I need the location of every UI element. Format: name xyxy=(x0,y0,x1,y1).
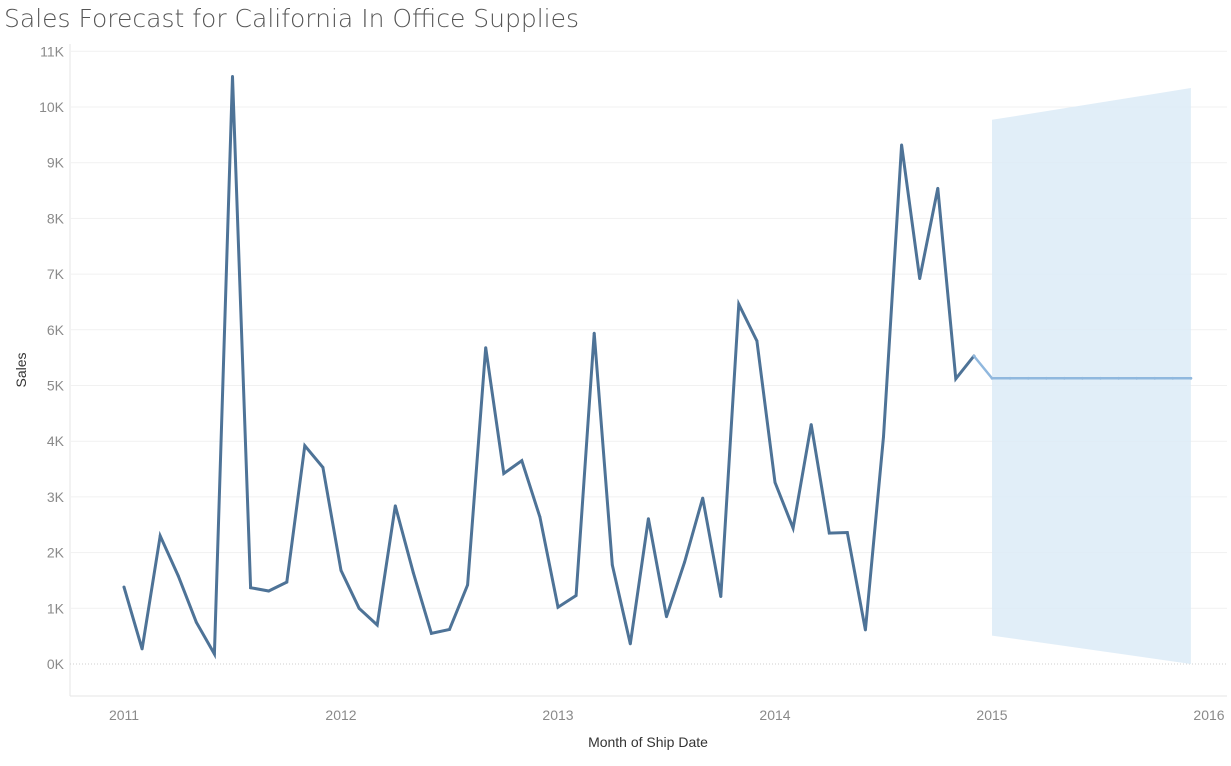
actual-data-point xyxy=(339,569,343,572)
actual-data-point xyxy=(484,346,488,349)
forecast-data-point xyxy=(1171,376,1175,380)
y-tick-label: 8K xyxy=(47,210,65,226)
actual-data-point xyxy=(665,615,668,619)
forecast-band-area xyxy=(992,88,1191,664)
actual-data-point xyxy=(249,586,253,590)
actual-data-point xyxy=(321,466,325,469)
actual-data-point xyxy=(954,377,958,381)
forecast-band xyxy=(992,88,1191,664)
actual-data-point xyxy=(936,186,940,190)
actual-data-point xyxy=(827,531,831,535)
actual-data-point xyxy=(918,277,922,280)
actual-data-point xyxy=(809,423,813,426)
forecast-data-point xyxy=(1099,376,1102,380)
data-points xyxy=(122,75,1193,656)
x-tick-label: 2015 xyxy=(976,707,1007,723)
actual-data-point xyxy=(158,534,162,538)
actual-data-point xyxy=(231,75,234,78)
y-tick-label: 1K xyxy=(47,600,65,616)
actual-data-point xyxy=(864,628,867,632)
forecast-data-point xyxy=(1044,376,1048,380)
actual-data-point xyxy=(610,563,614,567)
x-tick-label: 2011 xyxy=(109,707,139,723)
actual-data-point xyxy=(285,580,289,584)
y-axis-title: Sales xyxy=(13,352,29,387)
y-tick-label: 3K xyxy=(47,489,65,505)
actual-data-point xyxy=(466,583,469,587)
actual-data-point xyxy=(900,143,903,147)
actual-data-point xyxy=(122,585,126,589)
forecast-data-point xyxy=(990,376,994,380)
actual-data-point xyxy=(755,339,759,343)
actual-data-point xyxy=(719,595,723,598)
actual-data-point xyxy=(176,574,180,578)
forecast-data-point xyxy=(1008,376,1012,380)
actual-data-point xyxy=(791,526,795,530)
actual-data-point xyxy=(303,444,307,448)
actual-data-point xyxy=(357,606,361,610)
x-axis-ticks: 2011 2012 2013 2014 2015 2016 xyxy=(109,707,1225,723)
actual-data-point xyxy=(773,481,777,484)
forecast-data-point xyxy=(1117,376,1120,380)
chart-title: Sales Forecast for California In Office … xyxy=(4,4,580,33)
forecast-data-point xyxy=(1081,376,1084,380)
forecast-data-point xyxy=(1026,376,1030,380)
actual-data-point xyxy=(556,605,560,609)
y-tick-label: 7K xyxy=(47,266,65,282)
actual-data-point xyxy=(267,589,271,593)
actual-series-line xyxy=(122,76,976,660)
x-tick-label: 2016 xyxy=(1193,707,1224,723)
actual-data-point xyxy=(411,571,415,575)
actual-data-point xyxy=(538,515,542,519)
actual-data-point xyxy=(502,472,506,475)
actual-data-point xyxy=(882,435,885,439)
forecast-data-point xyxy=(1153,376,1157,380)
forecast-data-point xyxy=(972,354,976,358)
actual-data-point xyxy=(701,496,705,500)
plot-frame xyxy=(69,44,1227,697)
y-tick-label: 11K xyxy=(40,43,65,59)
x-tick-label: 2013 xyxy=(542,707,573,723)
forecast-data-point xyxy=(1189,376,1193,380)
y-tick-label: 10K xyxy=(39,99,65,115)
actual-data-point xyxy=(683,560,686,564)
y-tick-label: 5K xyxy=(47,378,65,394)
y-tick-label: 0K xyxy=(47,656,65,672)
actual-data-point xyxy=(845,531,849,534)
actual-data-point xyxy=(592,331,596,335)
y-axis-ticks: 0K 1K 2K 3K 4K 5K 6K 7K 8K 9K 10K 11K xyxy=(39,43,65,672)
actual-data-point xyxy=(375,623,379,627)
x-axis-title: Month of Ship Date xyxy=(588,734,708,750)
y-tick-label: 4K xyxy=(47,433,65,449)
actual-data-point xyxy=(574,594,578,597)
y-tick-label: 2K xyxy=(47,545,65,561)
actual-data-point xyxy=(628,642,632,646)
actual-data-point xyxy=(520,459,524,463)
forecast-data-point xyxy=(1062,376,1066,380)
actual-data-point xyxy=(194,620,198,624)
actual-data-point xyxy=(393,504,397,508)
actual-data-point xyxy=(737,302,741,306)
actual-data-point xyxy=(140,647,144,651)
y-tick-label: 9K xyxy=(47,155,65,171)
actual-data-point xyxy=(647,517,650,520)
forecast-data-point xyxy=(1135,376,1139,380)
actual-data-point xyxy=(430,632,433,635)
actual-data-point xyxy=(448,628,451,631)
x-tick-label: 2012 xyxy=(325,707,356,723)
x-tick-label: 2014 xyxy=(759,707,790,723)
y-tick-label: 6K xyxy=(47,322,65,338)
actual-data-point xyxy=(213,652,216,656)
